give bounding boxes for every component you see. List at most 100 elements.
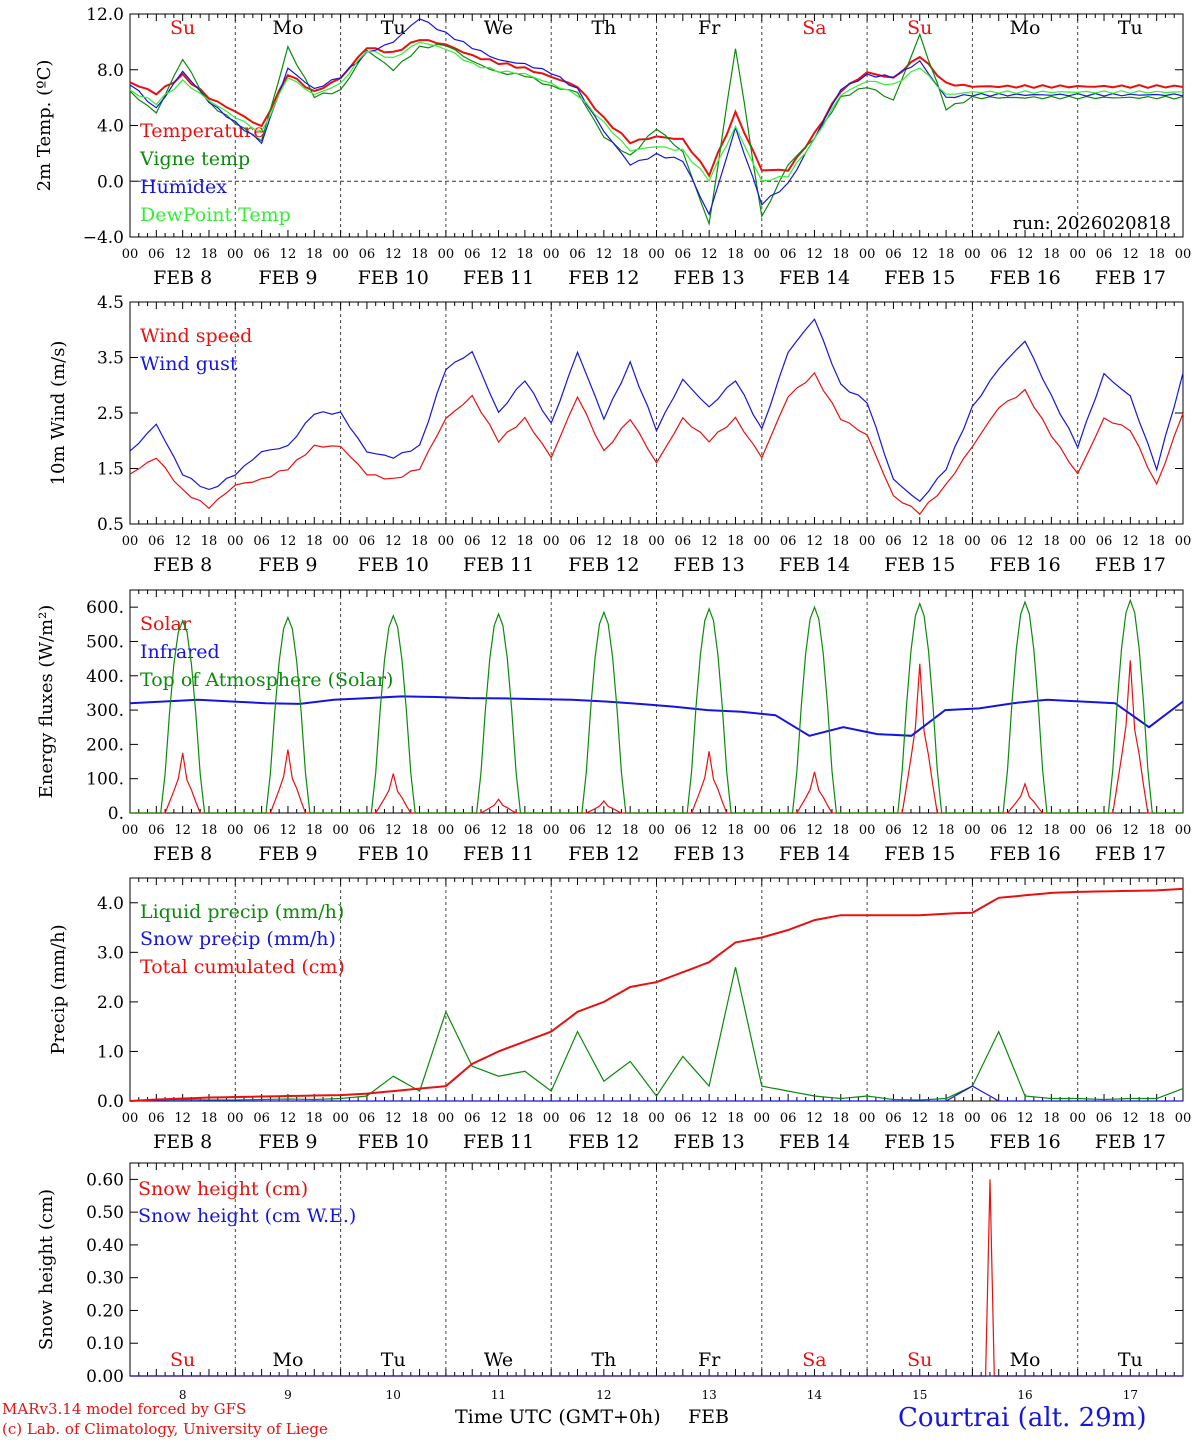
x-hour-label: 18 <box>938 1111 955 1126</box>
x-hour-label: 12 <box>806 823 823 838</box>
legend-entry: Top of Atmosphere (Solar) <box>140 669 393 691</box>
x-hour-label: 18 <box>517 823 534 838</box>
x-hour-label: 06 <box>990 534 1007 549</box>
x-hour-label: 12 <box>701 823 718 838</box>
weekday-label: Mo <box>272 1349 303 1371</box>
x-hour-label: 12 <box>806 1111 823 1126</box>
legend-entry: Humidex <box>140 176 227 198</box>
x-hour-label: 12 <box>385 1111 402 1126</box>
x-hour-label: 12 <box>806 247 823 262</box>
x-date-label: FEB 12 <box>568 1131 639 1153</box>
panel-3: 0. 100. 200. 300. 400. 500. 600. Energy fluxes … <box>36 589 1191 865</box>
x-hour-label: 06 <box>569 1111 586 1126</box>
x-hour-label: 12 <box>701 247 718 262</box>
x-hour-label: 00 <box>1175 534 1192 549</box>
x-hour-label: 00 <box>438 534 455 549</box>
x-date-label: FEB 13 <box>674 1131 745 1153</box>
x-hour-label: 00 <box>754 823 771 838</box>
y-tick-label: 3.0 <box>97 943 124 963</box>
x-hour-label: 12 <box>385 823 402 838</box>
x-hour-label: 12 <box>911 1111 928 1126</box>
x-hour-label: 00 <box>332 1111 349 1126</box>
y-tick-label: 8.0 <box>97 61 124 81</box>
x-hour-label: 12 <box>174 823 191 838</box>
x-hour-label: 18 <box>517 247 534 262</box>
x-hour-label: 12 <box>385 247 402 262</box>
y-tick-label: 500. <box>86 632 124 652</box>
legend-entry: Infrared <box>140 641 220 663</box>
x-hour-label: 12 <box>1122 534 1139 549</box>
x-hour-label: 00 <box>859 534 876 549</box>
legend-entry: DewPoint Temp <box>140 204 291 226</box>
x-hour-label: 00 <box>438 247 455 262</box>
x-day-number: 15 <box>912 1388 927 1402</box>
x-hour-label: 00 <box>543 1111 560 1126</box>
x-hour-label: 18 <box>833 823 850 838</box>
x-hour-label: 06 <box>253 823 270 838</box>
x-day-number: 9 <box>284 1388 292 1402</box>
x-hour-label: 18 <box>201 534 218 549</box>
y-tick-label: 0.30 <box>86 1269 124 1289</box>
x-date-label: FEB 11 <box>463 554 534 576</box>
weekday-label: Su <box>170 17 195 39</box>
x-hour-label: 18 <box>938 534 955 549</box>
series-line-wind-gust <box>129 318 1184 503</box>
y-tick-label: 0.00 <box>86 1367 124 1387</box>
weekday-label: Tu <box>1118 17 1143 39</box>
series-line-dewpoint-temp <box>129 41 1184 183</box>
x-date-label: FEB 17 <box>1095 843 1166 865</box>
x-hour-label: 00 <box>543 247 560 262</box>
x-hour-label: 18 <box>411 823 428 838</box>
x-hour-label: 18 <box>517 1111 534 1126</box>
x-hour-label: 12 <box>911 534 928 549</box>
x-hour-label: 12 <box>911 823 928 838</box>
x-hour-label: 06 <box>148 823 165 838</box>
x-hour-label: 00 <box>754 534 771 549</box>
footer-xaxis-label: Time UTC (GMT+0h) <box>455 1406 661 1428</box>
x-date-label: FEB 17 <box>1095 267 1166 289</box>
x-hour-label: 00 <box>332 534 349 549</box>
y-tick-label: 4.0 <box>97 117 124 137</box>
x-hour-label: 18 <box>727 823 744 838</box>
x-hour-label: 06 <box>1096 1111 1113 1126</box>
x-hour-label: 12 <box>701 1111 718 1126</box>
x-date-label: FEB 11 <box>463 843 534 865</box>
x-date-label: FEB 14 <box>779 1131 850 1153</box>
weekday-label: Th <box>591 1349 616 1371</box>
x-hour-label: 18 <box>727 247 744 262</box>
x-hour-label: 06 <box>148 534 165 549</box>
x-day-number: 8 <box>179 1388 187 1402</box>
x-hour-label: 06 <box>675 247 692 262</box>
x-date-label: FEB 17 <box>1095 1131 1166 1153</box>
x-hour-label: 12 <box>1017 247 1034 262</box>
x-hour-label: 00 <box>122 823 139 838</box>
weekday-label: We <box>484 17 513 39</box>
x-hour-label: 18 <box>938 823 955 838</box>
x-hour-label: 06 <box>464 247 481 262</box>
x-hour-label: 06 <box>675 823 692 838</box>
x-day-number: 17 <box>1123 1388 1138 1402</box>
x-date-label: FEB 8 <box>153 843 212 865</box>
x-hour-label: 06 <box>990 1111 1007 1126</box>
footer-copyright: (c) Lab. of Climatology, University of L… <box>2 1420 328 1438</box>
weekday-label: Th <box>591 17 616 39</box>
x-hour-label: 18 <box>1043 1111 1060 1126</box>
x-hour-label: 06 <box>148 1111 165 1126</box>
x-hour-label: 12 <box>1017 1111 1034 1126</box>
x-hour-label: 18 <box>833 1111 850 1126</box>
x-date-label: FEB 12 <box>568 843 639 865</box>
x-hour-label: 12 <box>490 823 507 838</box>
series-line-liquid-precip-mm-h- <box>129 967 1184 1102</box>
x-hour-label: 00 <box>122 247 139 262</box>
x-date-label: FEB 15 <box>884 554 955 576</box>
x-date-label: FEB 16 <box>989 843 1060 865</box>
x-hour-label: 06 <box>569 534 586 549</box>
x-hour-label: 00 <box>1069 1111 1086 1126</box>
x-hour-label: 18 <box>1148 247 1165 262</box>
y-tick-label: 1.0 <box>97 1042 124 1062</box>
x-hour-label: 00 <box>332 823 349 838</box>
x-hour-label: 18 <box>1148 1111 1165 1126</box>
x-hour-label: 18 <box>306 1111 323 1126</box>
x-hour-label: 12 <box>174 1111 191 1126</box>
y-tick-label: 0.0 <box>97 172 124 192</box>
